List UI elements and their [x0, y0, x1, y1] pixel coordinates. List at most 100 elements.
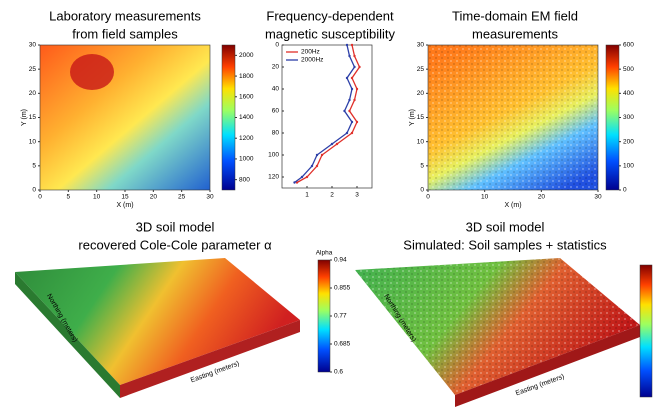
point — [293, 181, 296, 184]
x-tick-label: 20 — [150, 194, 158, 201]
x-tick-label: 10 — [481, 194, 489, 201]
colorbar-label: 0.855 — [334, 285, 351, 292]
colorbar-label: 500 — [623, 66, 634, 73]
y-tick-label: 60 — [272, 108, 280, 115]
x-tick-label: 0 — [426, 194, 430, 201]
colorbar-label: 1000 — [239, 156, 254, 163]
x-tick-label: 3 — [355, 192, 359, 199]
colorbar — [221, 44, 236, 191]
x-tick-label: 30 — [206, 194, 214, 201]
y-tick-label: 120 — [268, 174, 279, 181]
point — [350, 131, 354, 135]
y-tick-label: 5 — [420, 163, 424, 170]
point — [353, 54, 356, 58]
x-tick-label: 5 — [67, 194, 71, 201]
point — [355, 87, 359, 91]
heatmap-texture — [428, 45, 598, 190]
point — [348, 98, 351, 102]
point — [348, 109, 351, 113]
y-tick-label: 30 — [29, 42, 37, 49]
colorbar-label: 400 — [623, 90, 634, 97]
y-tick-label: 80 — [272, 130, 280, 137]
point — [315, 164, 319, 168]
y-tick-label: 25 — [29, 66, 37, 73]
panel-title: 3D soil model — [466, 219, 545, 234]
colorbar-label: 1800 — [239, 73, 254, 80]
colorbar-label: 1400 — [239, 114, 254, 121]
colorbar-label: 0.77 — [334, 313, 347, 320]
heatmap-blob — [70, 54, 114, 90]
panel-title: magnetic susceptibility — [265, 26, 396, 41]
colorbar-title: Alpha — [316, 250, 333, 257]
y-tick-label: 0 — [32, 187, 36, 194]
y-tick-label: 15 — [417, 114, 425, 121]
point — [343, 109, 346, 113]
colorbar-label: 0.6 — [334, 369, 343, 376]
soil-model-side — [120, 320, 300, 398]
y-tick-label: 20 — [29, 90, 37, 97]
y-axis-label: Y (m) — [21, 109, 28, 126]
x-tick-label: 15 — [121, 194, 129, 201]
soil-model-top — [15, 258, 300, 385]
point — [335, 142, 339, 146]
point — [345, 131, 349, 135]
soil-model-side — [455, 325, 640, 407]
point — [358, 65, 361, 69]
plot-frame — [39, 44, 211, 191]
colorbar-label: 200 — [623, 138, 634, 145]
colorbar — [317, 259, 331, 373]
y-tick-label: 20 — [272, 64, 280, 71]
legend-label: 200Hz — [301, 49, 320, 56]
heatmap — [40, 45, 210, 190]
point — [348, 54, 351, 58]
colorbar-label: 2000 — [239, 52, 254, 59]
colorbar-label: 1600 — [239, 94, 254, 101]
panel-title: Simulated: Soil samples + statistics — [403, 237, 607, 252]
colorbar-label: 800 — [239, 176, 250, 183]
plot-frame — [281, 44, 373, 189]
y-tick-label: 100 — [268, 152, 279, 159]
colorbar — [639, 264, 653, 398]
x-tick-label: 20 — [538, 194, 546, 201]
point — [353, 65, 356, 69]
y-tick-label: 0 — [275, 42, 279, 49]
point — [350, 43, 354, 47]
y-tick-label: 20 — [417, 90, 425, 97]
panel-title: 3D soil model — [136, 219, 215, 234]
colorbar-label: 100 — [623, 163, 634, 170]
point — [350, 120, 354, 124]
point — [310, 164, 314, 168]
x-tick-label: 25 — [178, 194, 186, 201]
soil-model-side — [15, 272, 120, 398]
point — [315, 153, 319, 157]
point — [300, 175, 304, 179]
colorbar — [605, 44, 620, 191]
panel-title: Time-domain EM field — [452, 8, 578, 23]
colorbar-label: 600 — [623, 42, 634, 49]
x-tick-label: 30 — [594, 194, 602, 201]
colorbar-label: 0.94 — [334, 257, 347, 264]
panel-title: measurements — [472, 26, 558, 41]
point — [330, 142, 334, 146]
plot-frame — [427, 44, 599, 191]
y-tick-label: 0 — [420, 187, 424, 194]
y-tick-label: 10 — [417, 138, 425, 145]
y-tick-label: 10 — [29, 138, 37, 145]
x-axis-label: X (m) — [116, 202, 133, 209]
point — [350, 76, 354, 80]
x-tick-label: 0 — [38, 194, 42, 201]
soil-model-texture — [355, 258, 640, 395]
x-tick-label: 10 — [93, 194, 101, 201]
y-axis-label: Y (m) — [409, 109, 416, 126]
panel-title: from field samples — [72, 26, 178, 41]
y-tick-label: 15 — [29, 114, 37, 121]
y-tick-label: 30 — [417, 42, 425, 49]
point — [345, 76, 349, 80]
y-tick-label: 25 — [417, 66, 425, 73]
line — [294, 44, 356, 184]
point — [345, 43, 349, 47]
point — [320, 153, 324, 157]
x-tick-label: 2 — [330, 192, 334, 199]
panel-title: Laboratory measurements — [49, 8, 201, 23]
